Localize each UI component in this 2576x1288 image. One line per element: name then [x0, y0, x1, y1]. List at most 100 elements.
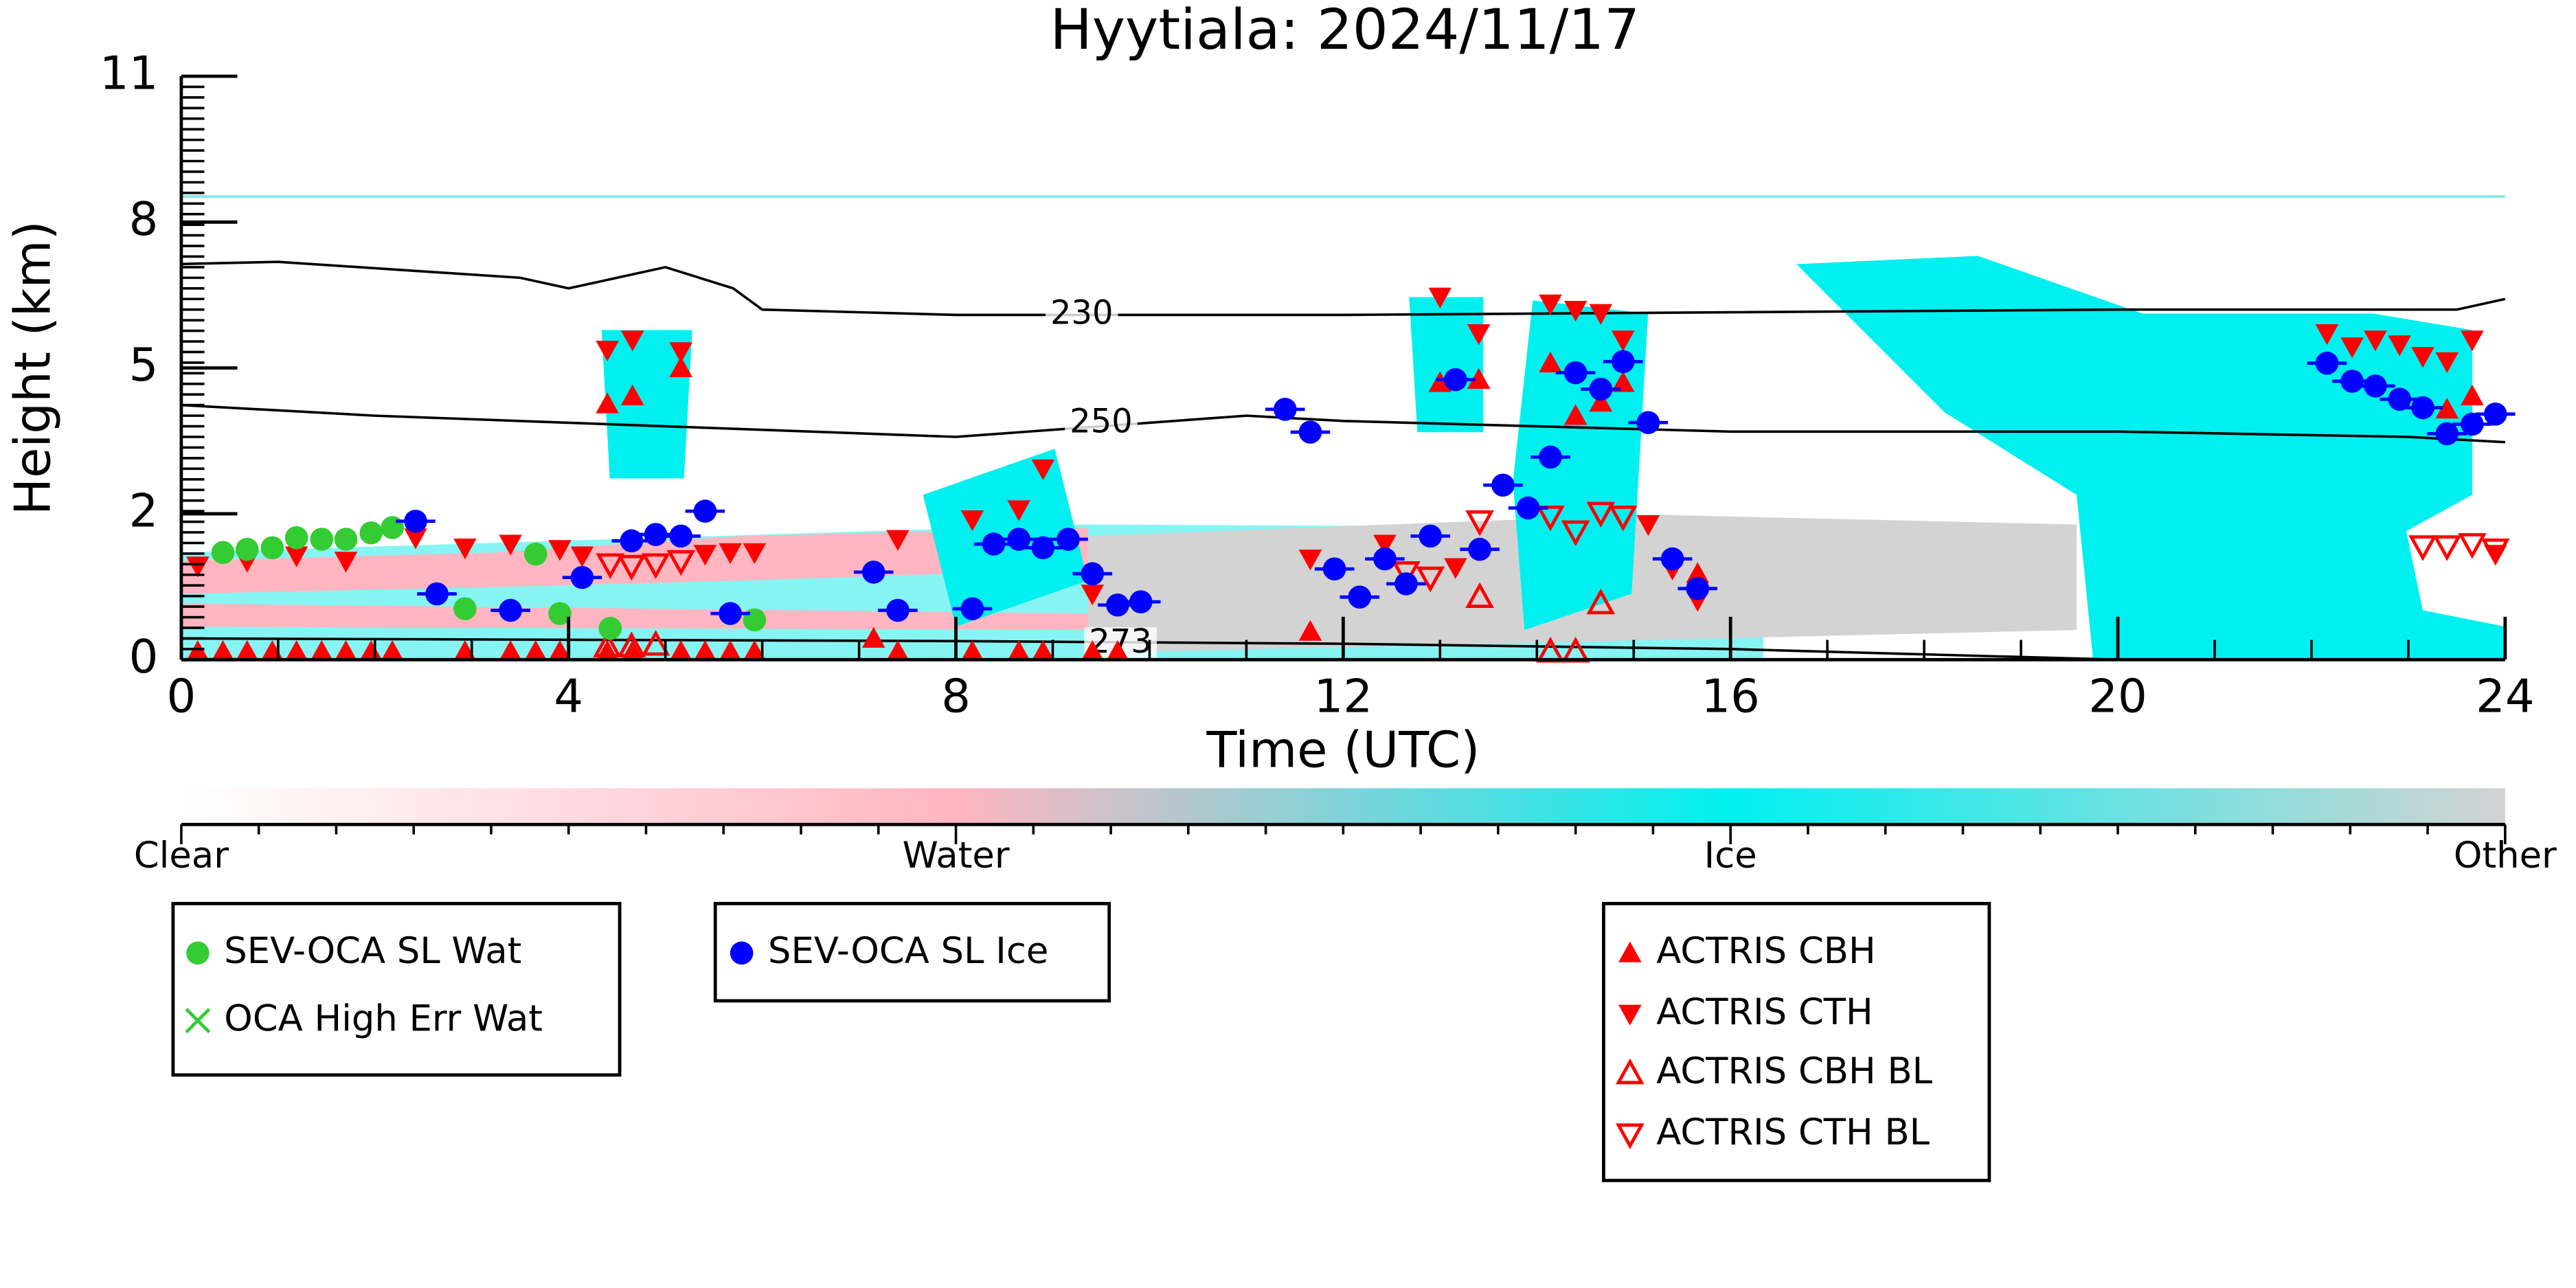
marker: [548, 640, 572, 662]
marker: [404, 509, 427, 533]
marker: [2340, 370, 2364, 393]
marker: [334, 528, 358, 551]
marker: [886, 530, 909, 551]
legend-box: [1602, 901, 1991, 1182]
marker: [235, 537, 259, 561]
legend-marker: [1615, 1123, 1645, 1150]
marker: [598, 616, 622, 640]
ice-region: [601, 330, 692, 479]
marker: [1465, 510, 1494, 536]
marker: [2435, 422, 2459, 446]
marker: [284, 640, 308, 662]
marker: [1392, 561, 1421, 587]
marker: [960, 640, 984, 662]
marker: [641, 553, 670, 580]
marker: [524, 640, 547, 662]
marker: [861, 626, 885, 648]
marker: [719, 602, 742, 625]
marker: [1561, 520, 1590, 547]
marker: [548, 602, 572, 625]
y-tick-label: 0: [129, 630, 159, 683]
marker: [960, 510, 984, 532]
marker: [1444, 558, 1467, 579]
marker: [719, 543, 742, 565]
marker: [499, 534, 522, 556]
ice-region: [1409, 297, 1484, 433]
marker: [1586, 501, 1616, 528]
marker: [743, 640, 767, 662]
marker: [1419, 524, 1443, 548]
marker: [617, 554, 646, 581]
legend-label: OCA High Err Wat: [224, 997, 543, 1039]
marker: [1516, 496, 1540, 520]
contour-label: 250: [1070, 403, 1133, 441]
marker: [1467, 324, 1491, 346]
marker: [886, 598, 909, 622]
marker: [1322, 557, 1346, 581]
classification-background: [181, 195, 2505, 660]
marker: [2461, 330, 2484, 352]
marker: [211, 541, 235, 565]
marker: [1031, 640, 1055, 662]
marker: [1106, 593, 1129, 617]
y-axis-label: Height (km): [3, 221, 61, 515]
marker: [2411, 347, 2434, 368]
marker: [1081, 562, 1105, 586]
marker: [1373, 534, 1397, 556]
marker: [2388, 387, 2411, 411]
contour-label: 230: [1050, 293, 1114, 332]
marker: [1007, 528, 1030, 551]
marker: [2388, 335, 2411, 357]
marker: [1007, 640, 1030, 662]
marker: [1373, 547, 1397, 571]
marker: [2483, 403, 2507, 426]
y-tick-label: 2: [129, 484, 159, 538]
legend-marker: [1615, 1058, 1645, 1085]
marker: [1274, 398, 1297, 421]
marker: [499, 598, 522, 622]
legend-marker: [1618, 1004, 1642, 1026]
water-region: [181, 528, 1088, 594]
ice-region: [1513, 300, 1649, 631]
marker: [1589, 304, 1613, 325]
marker: [1539, 351, 1562, 373]
marker: [693, 545, 717, 566]
contour-label-bg: [1065, 407, 1138, 440]
marker: [1563, 301, 1588, 322]
marker: [960, 597, 984, 620]
marker: [1394, 572, 1418, 596]
marker: [644, 523, 668, 546]
marker: [334, 640, 358, 662]
legend-marker: [1618, 941, 1642, 962]
marker: [669, 342, 693, 363]
marker: [359, 640, 383, 662]
marker: [693, 499, 717, 523]
marker: [1007, 500, 1030, 521]
marker: [1428, 287, 1452, 308]
marker: [719, 640, 742, 662]
marker: [2435, 398, 2459, 419]
marker: [1589, 391, 1613, 412]
marker: [1129, 590, 1153, 613]
marker: [1611, 330, 1635, 352]
marker: [596, 340, 619, 362]
marker: [1536, 505, 1565, 532]
marker: [1298, 620, 1322, 641]
marker: [2411, 396, 2434, 420]
marker: [1298, 420, 1322, 444]
marker: [1491, 473, 1515, 497]
marker: [453, 597, 477, 620]
contour-line: [181, 403, 2505, 444]
marker: [235, 640, 259, 662]
marker: [2364, 330, 2387, 352]
marker: [617, 631, 646, 657]
contour-line: [181, 260, 2506, 317]
marker: [570, 565, 594, 589]
marker: [211, 640, 235, 662]
marker: [548, 540, 572, 561]
contour-label-bg: [1046, 298, 1118, 332]
marker: [596, 553, 625, 580]
legend-label: SEV-OCA SL Wat: [224, 930, 521, 972]
marker: [570, 546, 594, 567]
